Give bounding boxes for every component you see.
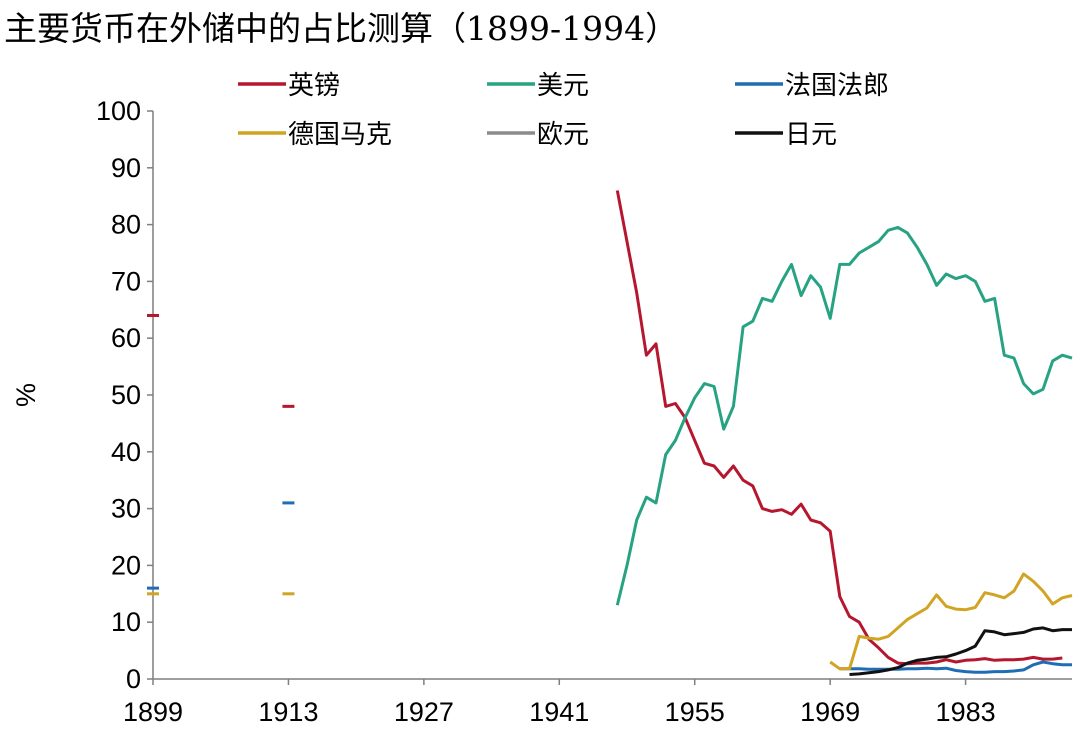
legend-label: 英镑	[288, 71, 340, 101]
legend-item: 德国马克	[238, 120, 392, 150]
series-1	[615, 225, 1073, 606]
x-tick-label: 1955	[665, 697, 725, 727]
series-5	[849, 626, 1072, 676]
y-tick-label: 90	[111, 153, 141, 183]
y-tick-label: 30	[111, 494, 141, 524]
y-tick-label: 20	[111, 550, 141, 580]
legend-label: 美元	[537, 71, 589, 101]
legend-item: 欧元	[487, 120, 589, 150]
x-tick-label: 1899	[123, 697, 183, 727]
y-tick-label: 100	[96, 96, 141, 126]
legend-label: 欧元	[537, 120, 589, 150]
legend-item: 日元	[735, 120, 837, 150]
legend-item: 法国法郎	[735, 71, 889, 101]
series-layer	[147, 190, 1073, 676]
y-tick-label: 50	[111, 380, 141, 410]
series-line	[829, 572, 1073, 671]
legend-item: 英镑	[238, 71, 340, 101]
x-tick-label: 1969	[800, 697, 860, 727]
x-tick-label: 1913	[258, 697, 318, 727]
chart-title: 主要货币在外储中的占比测算（1899-1994）	[4, 9, 679, 48]
x-tick-label: 1941	[529, 697, 589, 727]
y-tick-label: 80	[111, 210, 141, 240]
legend-label: 德国马克	[288, 120, 392, 150]
y-tick-label: 40	[111, 437, 141, 467]
x-tick-label: 1983	[936, 697, 996, 727]
y-tick-label: 0	[126, 664, 141, 694]
y-axis-label: %	[11, 383, 41, 407]
axes: 0 10 20 30 40 50 60 70 80 90 100 1899 1913 1927 1941 19…	[11, 96, 1072, 727]
series-0	[147, 190, 1063, 666]
legend-item: 美元	[487, 71, 589, 101]
x-tick-label: 1927	[394, 697, 454, 727]
y-tick-label: 10	[111, 607, 141, 637]
y-tick-label: 60	[111, 323, 141, 353]
series-line	[839, 660, 1072, 674]
series-line	[615, 190, 1063, 666]
series-3	[147, 572, 1073, 671]
legend-label: 法国法郎	[785, 71, 889, 101]
y-tick-label: 70	[111, 266, 141, 296]
series-2	[147, 501, 1072, 674]
series-line	[615, 225, 1073, 606]
series-line	[849, 626, 1072, 676]
legend-label: 日元	[785, 120, 837, 150]
